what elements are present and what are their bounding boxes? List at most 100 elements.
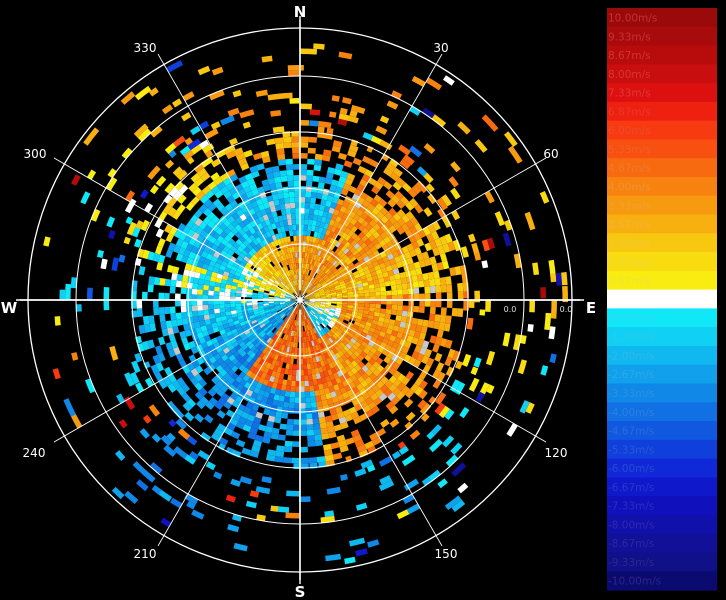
velocity-gate	[209, 309, 215, 314]
velocity-gate	[143, 316, 150, 325]
velocity-gate	[208, 295, 214, 300]
velocity-gate	[306, 413, 313, 419]
velocity-gate	[197, 289, 203, 295]
velocity-gate	[176, 313, 182, 320]
velocity-gate	[278, 93, 292, 100]
colorbar-label: 4.00m/s	[608, 181, 651, 193]
angle-label-60: 60	[543, 147, 558, 161]
velocity-gate	[153, 307, 159, 315]
velocity-gate	[305, 386, 310, 392]
velocity-gate	[304, 375, 309, 381]
colorbar-label: -4.00m/s	[608, 407, 654, 419]
velocity-gate	[197, 305, 203, 311]
velocity-gate	[375, 304, 381, 309]
velocity-gate	[305, 397, 311, 403]
velocity-gate	[309, 214, 314, 220]
velocity-gate	[430, 307, 436, 314]
velocity-gate	[408, 294, 414, 300]
velocity-gate	[412, 275, 419, 282]
velocity-gate	[208, 305, 214, 310]
velocity-gate	[419, 300, 425, 307]
velocity-gate	[288, 181, 295, 187]
velocity-gate	[380, 287, 386, 292]
velocity-gate	[392, 295, 398, 300]
velocity-gate	[186, 306, 192, 312]
velocity-gate	[305, 402, 311, 408]
velocity-gate	[291, 214, 296, 220]
velocity-gate	[285, 391, 291, 397]
velocity-gate	[300, 397, 305, 403]
velocity-gate	[286, 170, 293, 176]
velocity-gate	[294, 419, 301, 425]
colorbar-label: -6.67m/s	[608, 482, 654, 494]
velocity-gate	[275, 412, 282, 419]
velocity-gate	[458, 291, 464, 300]
velocity-gate	[293, 230, 297, 236]
velocity-gate	[276, 445, 285, 452]
velocity-gate	[309, 380, 314, 386]
velocity-gate	[198, 279, 204, 285]
velocity-gate	[440, 315, 446, 323]
velocity-gate	[304, 370, 308, 376]
velocity-gate	[284, 396, 290, 402]
velocity-gate	[293, 164, 300, 170]
velocity-gate	[369, 307, 375, 312]
velocity-gate	[314, 165, 322, 171]
velocity-gate	[300, 175, 307, 181]
colorbar-label: 6.87m/s	[608, 106, 651, 118]
velocity-gate	[375, 292, 381, 297]
velocity-gate	[527, 324, 533, 332]
colorbar-label: 6.00m/s	[608, 125, 651, 137]
colorbar-label: -2.00m/s	[608, 350, 654, 362]
colorbar-label: 3.33m/s	[608, 200, 651, 212]
velocity-gate	[285, 203, 291, 209]
east-label: E	[586, 299, 596, 317]
velocity-gate	[154, 277, 160, 285]
velocity-gate	[165, 279, 171, 287]
colorbar-label: 0.00m/s	[608, 294, 651, 306]
velocity-gate	[417, 274, 424, 281]
velocity-gate	[436, 293, 442, 300]
velocity-gate	[278, 159, 286, 165]
colorbar-label: -1.33m/s	[608, 332, 654, 344]
velocity-gate	[202, 295, 208, 300]
velocity-gate	[303, 230, 307, 236]
velocity-gate	[386, 305, 392, 310]
colorbar-label: 2.00m/s	[608, 238, 651, 250]
velocity-gate	[181, 281, 187, 288]
velocity-gate	[270, 506, 278, 512]
velocity-gate	[370, 292, 376, 296]
velocity-gate	[292, 147, 300, 153]
velocity-gate	[300, 202, 305, 208]
velocity-gate	[219, 304, 225, 309]
velocity-gate	[294, 181, 300, 187]
velocity-gate	[485, 300, 491, 312]
velocity-gate	[202, 300, 208, 305]
velocity-gate	[318, 127, 325, 133]
colorbar-label: -8.00m/s	[608, 519, 654, 531]
velocity-gate	[417, 319, 424, 326]
velocity-gate	[230, 303, 236, 307]
velocity-gate	[441, 285, 447, 293]
velocity-gate	[285, 441, 293, 447]
velocity-gate	[137, 308, 143, 317]
velocity-gate	[295, 208, 300, 214]
velocity-gate	[303, 236, 307, 242]
velocity-gate	[191, 300, 197, 306]
angle-label-300: 300	[24, 147, 47, 161]
velocity-gate	[359, 293, 365, 297]
velocity-gate	[402, 305, 408, 311]
velocity-gate	[294, 408, 300, 414]
velocity-gate	[396, 284, 402, 290]
velocity-gate	[434, 278, 440, 286]
radar-center-icon	[290, 290, 310, 310]
velocity-gate	[159, 278, 165, 286]
velocity-gate	[225, 288, 231, 293]
velocity-gate	[191, 294, 197, 300]
colorbar-label: 7.33m/s	[608, 88, 651, 100]
velocity-gate	[309, 209, 314, 215]
velocity-gate	[293, 364, 297, 370]
velocity-gate	[307, 369, 312, 375]
velocity-gate	[164, 293, 170, 300]
north-label: N	[294, 3, 307, 21]
